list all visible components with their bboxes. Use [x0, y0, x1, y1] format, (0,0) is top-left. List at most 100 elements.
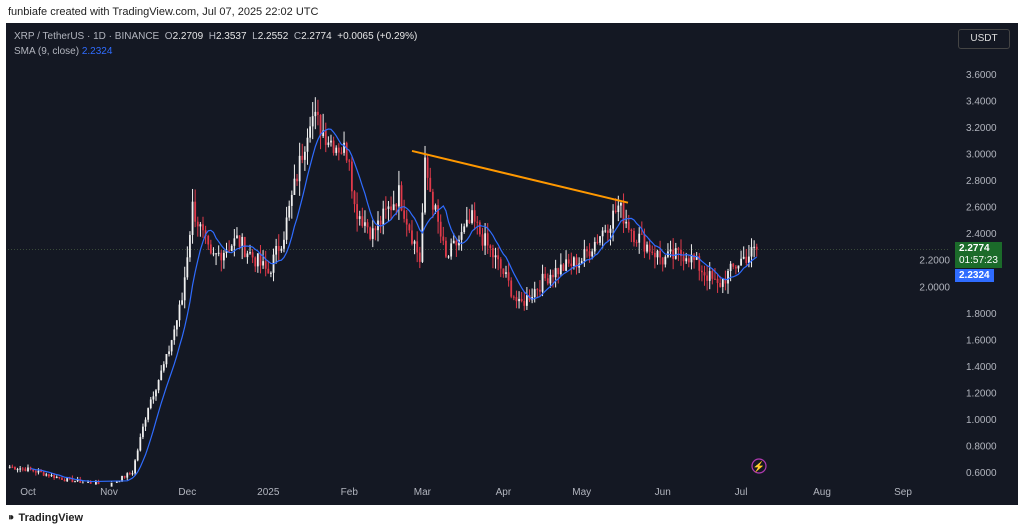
candle-body: [348, 160, 351, 162]
candle-body: [89, 481, 92, 484]
low-value: 2.2552: [257, 31, 289, 42]
candle-body: [664, 256, 667, 265]
candle-body: [374, 228, 377, 231]
candle-body: [142, 426, 144, 438]
candle-body: [677, 248, 680, 250]
candle-body: [418, 252, 421, 262]
footer-text: TradingView: [18, 512, 84, 524]
candle-body: [356, 204, 359, 219]
candle-body: [408, 224, 411, 231]
candle-body: [68, 478, 71, 480]
candle-body: [565, 259, 567, 271]
candle-body: [66, 478, 69, 482]
candle-body: [753, 246, 756, 248]
candle-body: [290, 194, 293, 206]
chart-panel[interactable]: [6, 23, 1018, 505]
candle-body: [460, 232, 463, 240]
candle-body: [434, 205, 437, 210]
sma-value: 2.2324: [81, 46, 113, 57]
candle-body: [711, 271, 714, 279]
candle-body: [533, 289, 536, 298]
candle-body: [371, 228, 374, 239]
candle-body: [476, 221, 479, 223]
candle-body: [147, 408, 150, 420]
candle-body: [369, 227, 372, 239]
candle-body: [264, 261, 267, 269]
candle-body: [612, 210, 614, 229]
x-tick-label: 2025: [257, 487, 280, 498]
candle-body: [314, 111, 317, 117]
candle-body: [620, 202, 622, 206]
bar-countdown: 01:57:23: [959, 255, 998, 266]
candle-body: [55, 476, 58, 478]
candle-body: [337, 147, 340, 153]
footer-logo[interactable]: ⁍ TradingView: [8, 510, 83, 526]
candle-body: [734, 266, 737, 269]
candle-body: [429, 177, 432, 192]
candle-body: [384, 208, 387, 210]
candle-body: [648, 244, 651, 252]
y-tick-label: 1.8000: [966, 309, 997, 320]
candle-body: [236, 235, 238, 239]
sma-legend[interactable]: SMA (9, close) 2.2324: [14, 46, 112, 57]
candle-body: [507, 272, 510, 281]
candle-body: [340, 152, 343, 154]
candle-body: [586, 249, 588, 252]
y-tick-label: 2.0000: [919, 282, 950, 293]
candle-body: [714, 278, 716, 280]
candle-body: [703, 272, 706, 276]
candle-body: [599, 236, 601, 243]
sma-label: SMA (9, close): [14, 46, 80, 57]
candle-body: [155, 390, 157, 397]
candle-body: [439, 221, 442, 237]
candle-body: [520, 298, 523, 302]
candle-body: [76, 479, 79, 482]
candle-body: [194, 201, 197, 222]
candle-body: [45, 474, 48, 476]
candle-body: [559, 264, 562, 275]
candle-body: [659, 250, 662, 258]
candle-body: [653, 252, 656, 258]
change-value: +0.0065 (+0.29%): [337, 31, 418, 42]
candle-body: [492, 248, 494, 258]
candle-body: [123, 476, 126, 478]
candle-body: [672, 249, 675, 259]
candle-body: [110, 482, 113, 487]
candle-body: [424, 157, 426, 213]
candle-body: [680, 249, 682, 257]
candle-body: [502, 268, 505, 274]
candle-body: [254, 257, 257, 267]
candle-body: [468, 219, 471, 224]
candle-body: [160, 370, 163, 381]
candle-body: [416, 241, 419, 253]
candle-body: [212, 253, 215, 255]
candle-body: [131, 473, 134, 475]
candle-body: [400, 185, 403, 211]
candle-body: [361, 216, 364, 226]
candle-body: [170, 340, 173, 352]
y-tick-label: 1.4000: [966, 362, 997, 373]
candle-body: [719, 282, 722, 287]
candle-body: [674, 248, 677, 259]
candle-body: [353, 191, 356, 205]
candle-body: [50, 474, 53, 477]
candle-body: [81, 482, 84, 484]
tradingview-logo-icon: ⁍: [8, 510, 15, 525]
candle-body: [609, 228, 612, 233]
candle-body: [186, 257, 189, 278]
candle-body: [700, 270, 703, 273]
last-price: 2.2774: [959, 243, 990, 254]
candle-body: [489, 245, 492, 249]
ohlc-legend: XRP / TetherUS · 1D · BINANCE O2.2709 H2…: [14, 31, 417, 42]
candle-body: [546, 278, 549, 284]
candle-body: [97, 481, 100, 485]
candle-body: [27, 467, 29, 472]
candle-body: [740, 258, 742, 266]
y-tick-label: 2.6000: [966, 203, 997, 214]
high-value: 2.3537: [215, 31, 247, 42]
candle-body: [327, 142, 330, 145]
candle-body: [251, 252, 254, 258]
currency-button[interactable]: USDT: [958, 29, 1010, 49]
candle-body: [601, 230, 604, 237]
